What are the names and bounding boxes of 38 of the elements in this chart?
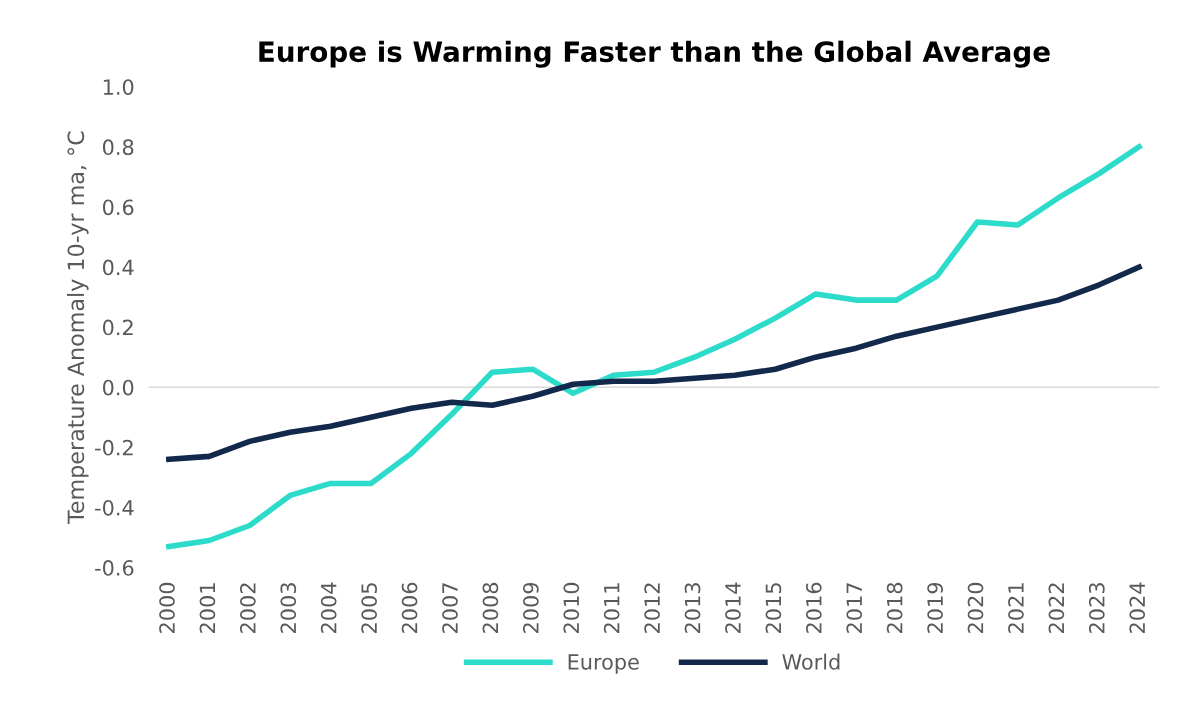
y-tick-label: 1.0 (103, 79, 134, 95)
x-tick-label: 2003 (280, 583, 297, 633)
x-tick-label: 2011 (603, 583, 620, 633)
x-tick-label: 2018 (886, 582, 903, 633)
y-tick-label: -0.2 (95, 439, 133, 456)
x-tick-label: 2024 (1129, 582, 1146, 633)
x-tick-label: 2001 (199, 583, 216, 633)
x-tick-label: 2021 (1008, 583, 1024, 633)
y-tick-label: -0.6 (95, 560, 134, 576)
x-tick-label: 2020 (967, 582, 984, 633)
y-axis-title: Temperature Anomaly 10-yr ma, °C (67, 131, 89, 525)
legend-label: World (782, 653, 840, 670)
y-tick-label: 0.6 (102, 199, 134, 216)
legend-label: Europe (568, 654, 639, 674)
x-tick-label: 2022 (1048, 583, 1065, 633)
y-tick-label: 0.8 (102, 139, 134, 156)
x-tick-label: 2023 (1088, 583, 1105, 633)
y-tick-label: -0.4 (95, 499, 134, 516)
x-tick-label: 2015 (765, 583, 782, 633)
x-tick-label: 2019 (927, 582, 943, 633)
chart-title: Europe is Warming Faster than the Global Average (259, 40, 1050, 68)
x-tick-label: 2002 (239, 583, 256, 633)
y-tick-label: 0.4 (102, 259, 134, 276)
x-tick-label: 2006 (401, 582, 418, 633)
x-tick-label: 2004 (320, 582, 337, 633)
y-tick-label: 0.0 (102, 379, 134, 396)
x-tick-label: 2017 (846, 583, 863, 633)
x-tick-label: 2009 (522, 582, 539, 633)
x-tick-label: 2016 (805, 582, 822, 633)
x-tick-label: 2014 (725, 582, 741, 633)
x-tick-label: 2005 (361, 583, 378, 633)
x-tick-label: 2012 (644, 583, 660, 633)
x-tick-label: 2008 (482, 582, 499, 633)
y-tick-label: 0.2 (102, 319, 133, 336)
x-tick-label: 2013 (684, 583, 701, 633)
x-tick-label: 2007 (442, 583, 458, 633)
x-tick-label: 2000 (159, 582, 175, 633)
x-tick-label: 2010 (563, 582, 580, 633)
